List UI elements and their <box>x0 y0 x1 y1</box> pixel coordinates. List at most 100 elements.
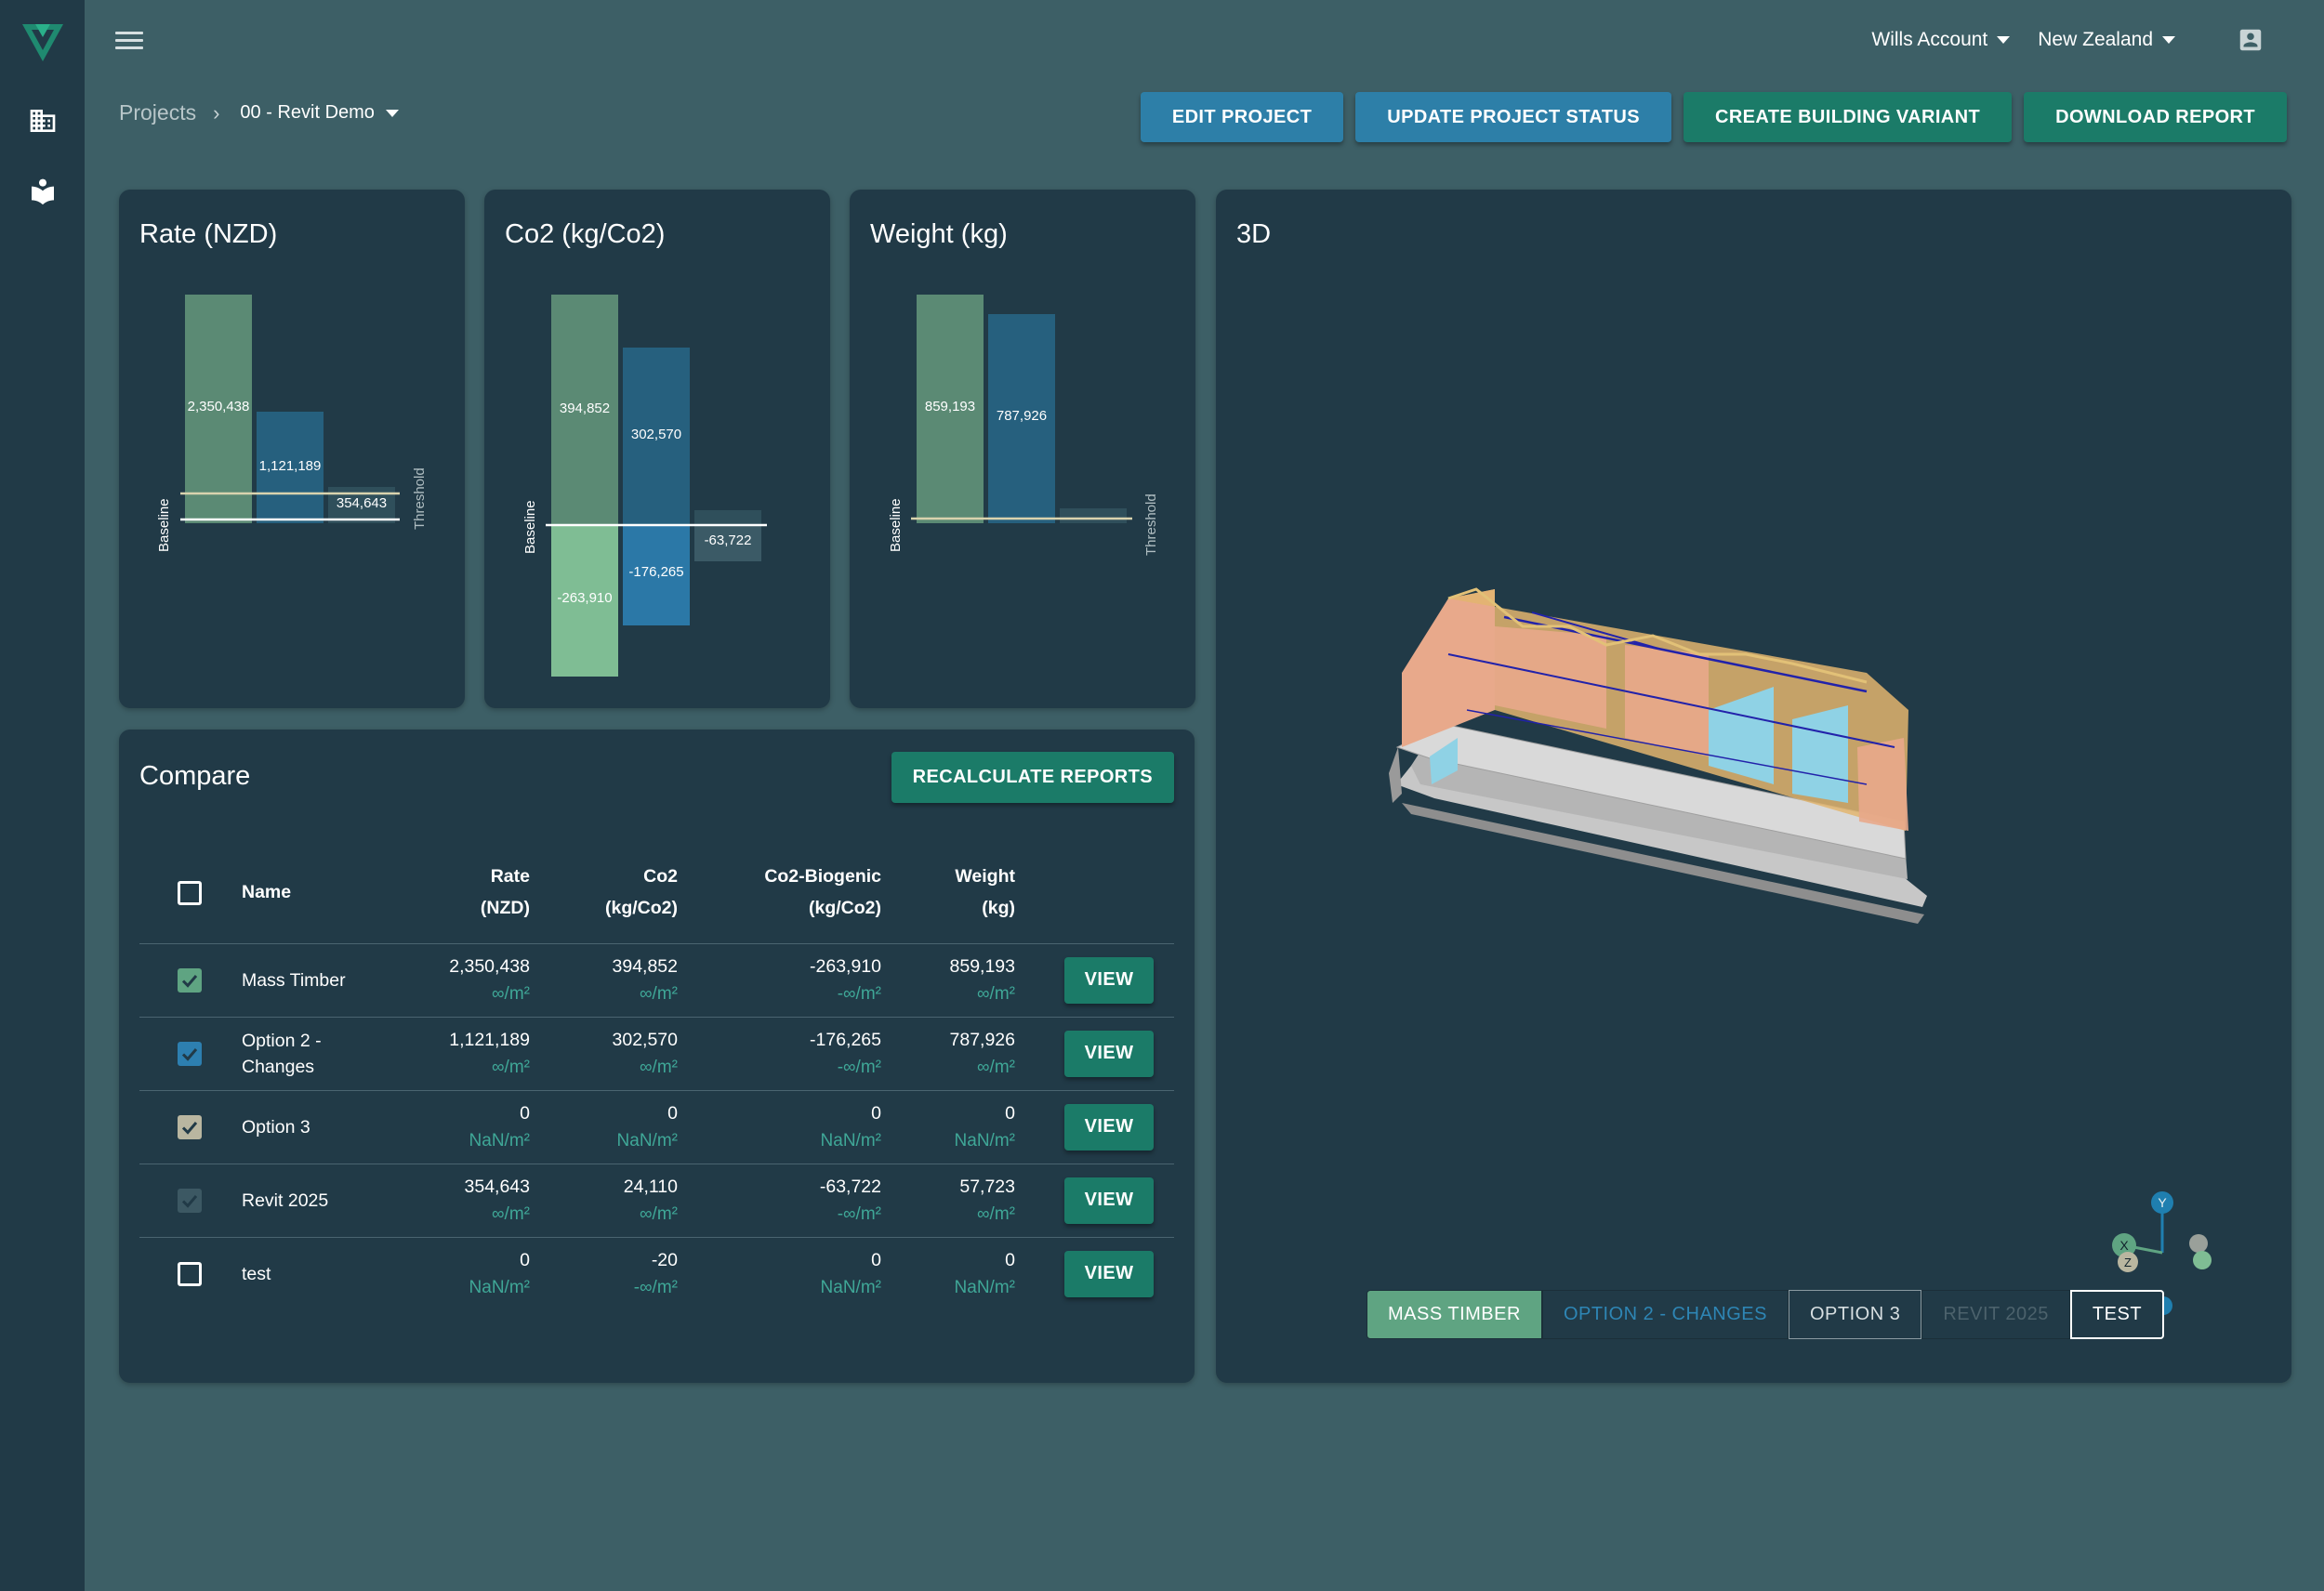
cell-weight-value: 0 <box>1005 1102 1015 1124</box>
project-selector[interactable]: 00 - Revit Demo <box>240 102 399 124</box>
table-row: Option 3 0 NaN/m² 0 NaN/m² 0 NaN/m² 0 NaN/m² VIEW <box>139 1090 1174 1164</box>
axis-neg-z-handle[interactable] <box>2193 1251 2212 1269</box>
axis-neg-x-handle[interactable] <box>2189 1234 2208 1253</box>
baseline-label: Baseline <box>522 500 538 554</box>
header-rate: Rate (NZD) <box>389 841 530 944</box>
row-checkbox-checked[interactable] <box>178 1188 202 1213</box>
cell-bio-per-area: NaN/m² <box>820 1277 881 1297</box>
cell-co2: 0 NaN/m² <box>530 1090 678 1164</box>
cell-name: Revit 2025 <box>240 1164 389 1238</box>
table-row: Revit 2025 354,643 ∞/m² 24,110 ∞/m² -63,722 -∞… <box>139 1164 1174 1238</box>
recalculate-reports-button[interactable]: RECALCULATE REPORTS <box>891 752 1174 803</box>
cell-rate-per-area: NaN/m² <box>469 1277 530 1297</box>
checkbox-cell <box>139 1237 240 1310</box>
bar-mass-timber <box>551 295 618 525</box>
compare-table: Name Rate (NZD) Co2 (kg/Co2) Co2-Biogenic (… <box>139 841 1174 1310</box>
bar-mass-timber-biogenic <box>551 525 618 677</box>
cell-weight: 57,723 ∞/m² <box>881 1164 1015 1238</box>
axis-y-handle[interactable] <box>2151 1191 2173 1214</box>
cell-actions: VIEW <box>1015 1164 1174 1238</box>
hamburger-menu-icon[interactable] <box>115 32 143 54</box>
header-biogenic-label: Co2-Biogenic <box>764 865 881 887</box>
axis-z-handle[interactable] <box>2118 1252 2138 1272</box>
model-glazing-2 <box>1792 705 1848 803</box>
create-building-variant-button[interactable]: CREATE BUILDING VARIANT <box>1683 92 2013 142</box>
view-button[interactable]: VIEW <box>1064 1103 1154 1151</box>
project-name: 00 - Revit Demo <box>240 102 375 123</box>
cell-bio-per-area: -∞/m² <box>837 1203 881 1224</box>
row-checkbox-checked[interactable] <box>178 1041 202 1066</box>
cell-rate-value: 0 <box>520 1102 530 1124</box>
user-profile-icon[interactable] <box>2237 26 2265 54</box>
chevron-down-icon <box>2162 36 2175 44</box>
model-beam <box>1531 611 1663 651</box>
row-checkbox-checked[interactable] <box>178 967 202 993</box>
cell-co2-per-area: ∞/m² <box>640 1203 678 1224</box>
view-button[interactable]: VIEW <box>1064 1250 1154 1297</box>
app-logo[interactable] <box>20 20 65 65</box>
model-frame-lines <box>1447 587 1868 684</box>
cell-co2-value: 24,110 <box>623 1176 678 1197</box>
breadcrumb-projects-link[interactable]: Projects <box>119 100 197 125</box>
cell-actions: VIEW <box>1015 1017 1174 1091</box>
cell-co2-per-area: NaN/m² <box>616 1130 678 1151</box>
weight-chart: 859,193 787,926 Baseline Threshold <box>888 295 1159 556</box>
header-actions <box>1015 841 1174 944</box>
cell-bio: 0 NaN/m² <box>678 1237 881 1310</box>
cell-bio: 0 NaN/m² <box>678 1090 881 1164</box>
account-dropdown[interactable]: Wills Account <box>1871 29 2011 51</box>
select-all-checkbox[interactable] <box>178 880 202 905</box>
variant-toggle-group: MASS TIMBER OPTION 2 - CHANGES OPTION 3 … <box>1367 1290 2165 1339</box>
bar-mass-timber <box>185 295 252 523</box>
header-co2-unit: (kg/Co2) <box>605 897 678 918</box>
cell-weight-per-area: ∞/m² <box>977 983 1015 1004</box>
3d-model-viewport[interactable]: Y X Z <box>1216 190 2291 1383</box>
variant-toggle-option-2[interactable]: OPTION 2 - CHANGES <box>1541 1290 1789 1339</box>
cell-bio: -263,910 -∞/m² <box>678 943 881 1018</box>
chevron-right-icon: › <box>213 100 220 125</box>
cell-weight-per-area: NaN/m² <box>954 1277 1015 1297</box>
cell-bio-value: -176,265 <box>810 1029 881 1050</box>
compare-table-body: Mass Timber 2,350,438 ∞/m² 394,852 ∞/m² -263,… <box>139 943 1174 1310</box>
row-checkbox[interactable] <box>178 1261 202 1286</box>
header-co2-label: Co2 <box>643 865 678 887</box>
cell-name: Option 2 - Changes <box>240 1017 389 1091</box>
bar-revit-2025 <box>1060 508 1127 523</box>
data-label: 394,852 <box>560 401 610 416</box>
view-button[interactable]: VIEW <box>1064 956 1154 1004</box>
variant-toggle-option-3[interactable]: OPTION 3 <box>1788 1290 1922 1339</box>
cell-weight-value: 859,193 <box>949 955 1016 977</box>
region-dropdown[interactable]: New Zealand <box>2038 29 2175 51</box>
header-co2: Co2 (kg/Co2) <box>530 841 678 944</box>
cell-actions: VIEW <box>1015 1090 1174 1164</box>
view-button[interactable]: VIEW <box>1064 1177 1154 1224</box>
cell-rate: 2,350,438 ∞/m² <box>389 943 530 1018</box>
model-beam <box>1503 615 1868 693</box>
cell-weight-value: 787,926 <box>949 1029 1016 1050</box>
row-checkbox-checked[interactable] <box>178 1114 202 1139</box>
variant-toggle-mass-timber[interactable]: MASS TIMBER <box>1367 1290 1542 1339</box>
header-weight-unit: (kg) <box>982 897 1015 918</box>
download-report-button[interactable]: DOWNLOAD REPORT <box>2024 92 2287 142</box>
cell-bio-per-area: NaN/m² <box>820 1130 881 1151</box>
top-right-controls: Wills Account New Zealand <box>1871 26 2265 54</box>
view-button[interactable]: VIEW <box>1064 1030 1154 1077</box>
axis-x-handle[interactable] <box>2112 1233 2136 1257</box>
cell-co2-per-area: ∞/m² <box>640 983 678 1004</box>
learning-icon[interactable] <box>26 175 59 208</box>
cell-rate-per-area: ∞/m² <box>492 1203 530 1224</box>
variant-toggle-test[interactable]: TEST <box>2069 1290 2165 1339</box>
header-rate-unit: (NZD) <box>480 897 530 918</box>
buildings-icon[interactable] <box>26 104 59 138</box>
cell-co2: -20 -∞/m² <box>530 1237 678 1310</box>
table-row: Mass Timber 2,350,438 ∞/m² 394,852 ∞/m² -263,… <box>139 943 1174 1018</box>
chevron-down-icon <box>1997 36 2011 44</box>
update-project-status-button[interactable]: UPDATE PROJECT STATUS <box>1355 92 1671 142</box>
co2-chart-title: Co2 (kg/Co2) <box>505 219 666 249</box>
cell-weight-value: 57,723 <box>959 1176 1015 1197</box>
co2-chart-card: Co2 (kg/Co2) 394,852 302,570 -263,910 -1… <box>484 190 830 708</box>
model-beam <box>1466 709 1868 785</box>
variant-toggle-revit-2025[interactable]: REVIT 2025 <box>1921 1290 2070 1339</box>
edit-project-button[interactable]: EDIT PROJECT <box>1140 92 1344 142</box>
cell-co2-value: -20 <box>651 1249 678 1270</box>
